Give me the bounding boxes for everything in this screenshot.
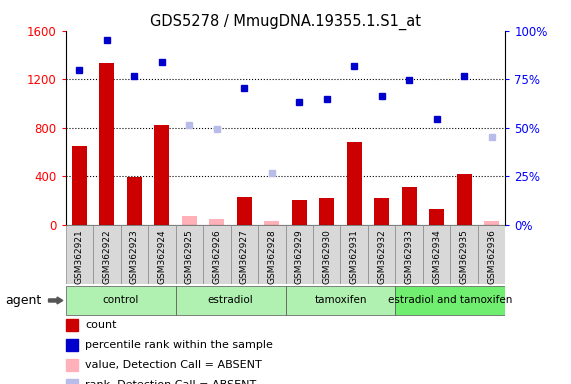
Text: GSM362924: GSM362924 [158, 229, 166, 284]
Bar [347, 142, 362, 225]
Text: count: count [85, 320, 116, 330]
Bar [429, 209, 444, 225]
Text: rank, Detection Call = ABSENT: rank, Detection Call = ABSENT [85, 380, 256, 384]
Bar [231, 225, 258, 284]
Bar [72, 146, 87, 225]
Bar [401, 187, 417, 225]
Text: GSM362934: GSM362934 [432, 229, 441, 284]
Bar [99, 63, 114, 225]
Text: value, Detection Call = ABSENT: value, Detection Call = ABSENT [85, 360, 262, 370]
Text: GSM362925: GSM362925 [185, 229, 194, 284]
Bar [237, 197, 252, 225]
Text: GSM362931: GSM362931 [349, 229, 359, 284]
Text: percentile rank within the sample: percentile rank within the sample [85, 340, 273, 350]
Bar [395, 225, 423, 284]
Bar [120, 225, 148, 284]
Bar [340, 225, 368, 284]
Text: GSM362923: GSM362923 [130, 229, 139, 284]
Bar [66, 225, 93, 284]
Bar [478, 225, 505, 284]
Bar [148, 225, 176, 284]
Bar [286, 225, 313, 284]
Bar [292, 200, 307, 225]
Text: GSM362927: GSM362927 [240, 229, 249, 284]
Text: estradiol: estradiol [208, 295, 254, 306]
Bar [395, 286, 505, 315]
Text: GSM362935: GSM362935 [460, 229, 469, 284]
Bar [176, 225, 203, 284]
Bar [457, 174, 472, 225]
Bar [258, 225, 286, 284]
Bar [368, 225, 395, 284]
Text: GSM362928: GSM362928 [267, 229, 276, 284]
Text: estradiol and tamoxifen: estradiol and tamoxifen [388, 295, 513, 306]
Text: GSM362926: GSM362926 [212, 229, 222, 284]
Bar [374, 198, 389, 225]
Bar [319, 198, 334, 225]
Bar [203, 225, 231, 284]
Bar [127, 177, 142, 225]
Bar [484, 221, 499, 225]
Text: GDS5278 / MmugDNA.19355.1.S1_at: GDS5278 / MmugDNA.19355.1.S1_at [150, 13, 421, 30]
Bar [286, 286, 395, 315]
Bar [313, 225, 340, 284]
Bar [182, 216, 197, 225]
Text: control: control [102, 295, 139, 306]
Bar [209, 218, 224, 225]
Bar [451, 225, 478, 284]
Text: GSM362933: GSM362933 [405, 229, 413, 284]
Text: agent: agent [6, 294, 42, 307]
Bar [423, 225, 451, 284]
Bar [264, 221, 279, 225]
Bar [66, 286, 176, 315]
Bar [176, 286, 286, 315]
Text: tamoxifen: tamoxifen [314, 295, 367, 306]
Text: GSM362921: GSM362921 [75, 229, 84, 284]
Text: GSM362930: GSM362930 [322, 229, 331, 284]
Bar [154, 125, 170, 225]
Bar [93, 225, 120, 284]
Text: GSM362922: GSM362922 [102, 229, 111, 284]
Text: GSM362929: GSM362929 [295, 229, 304, 284]
Text: GSM362932: GSM362932 [377, 229, 386, 284]
Text: GSM362936: GSM362936 [487, 229, 496, 284]
